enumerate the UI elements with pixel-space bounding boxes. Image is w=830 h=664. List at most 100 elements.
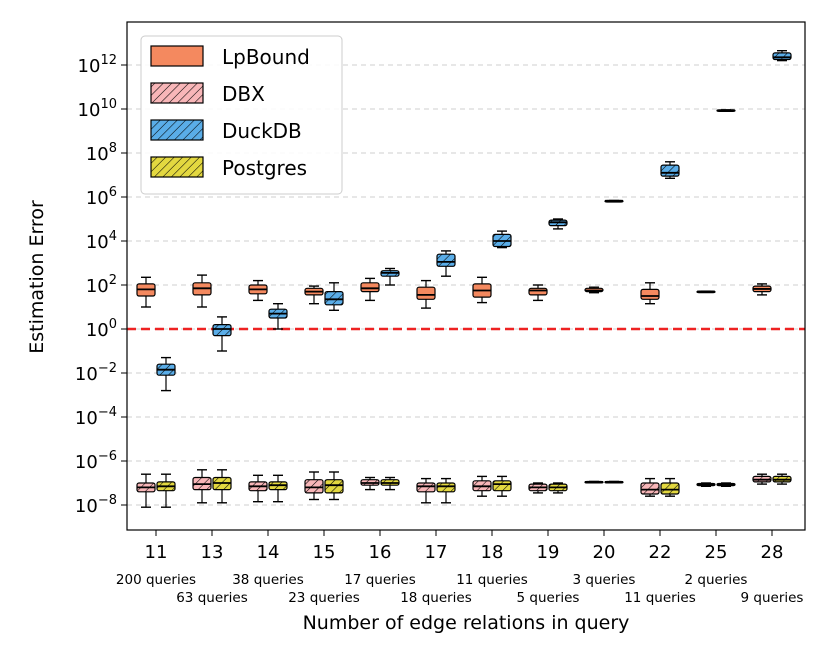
box-postgres-22 bbox=[660, 477, 680, 497]
box-duckdb-11 bbox=[156, 356, 176, 392]
box-body bbox=[528, 287, 548, 296]
box-lpbound-28 bbox=[752, 283, 772, 296]
box-marks bbox=[136, 50, 792, 508]
plot-frame bbox=[126, 21, 806, 531]
y-tick-label: 1010 bbox=[78, 97, 117, 121]
box-postgres-15 bbox=[324, 471, 344, 501]
x-tick-label: 19 bbox=[537, 542, 560, 563]
x-tick-label: 16 bbox=[369, 542, 392, 563]
box-duckdb-22 bbox=[660, 161, 680, 180]
query-count-label: 3 queries bbox=[573, 572, 636, 588]
legend-item-postgres: Postgres bbox=[150, 156, 307, 180]
box-lpbound-22 bbox=[640, 282, 660, 305]
y-tick-label: 102 bbox=[86, 273, 117, 297]
box-duckdb-18 bbox=[492, 230, 512, 249]
legend-label: Postgres bbox=[222, 156, 307, 180]
box-postgres-16 bbox=[380, 476, 400, 491]
box-postgres-11 bbox=[156, 473, 176, 508]
legend: LpBound DBX DuckDB Postgres bbox=[140, 35, 343, 195]
legend-swatch-hatch bbox=[151, 157, 203, 177]
box-hatch bbox=[493, 480, 511, 491]
query-count-label: 23 queries bbox=[288, 590, 360, 606]
x-tick-label: 20 bbox=[593, 542, 616, 563]
box-duckdb-14 bbox=[268, 303, 288, 330]
box-postgres-25 bbox=[716, 482, 736, 487]
box-hatch bbox=[325, 479, 343, 493]
box-hatch bbox=[773, 52, 791, 60]
y-tick-label: 10−4 bbox=[75, 405, 117, 429]
legend-label: DBX bbox=[222, 82, 265, 106]
y-tick-label: 10−6 bbox=[75, 449, 117, 473]
x-tick-label: 13 bbox=[201, 542, 224, 563]
y-tick-label: 106 bbox=[86, 185, 117, 209]
box-body bbox=[416, 286, 436, 300]
box-duckdb-16 bbox=[380, 267, 400, 286]
box-dbx-17 bbox=[416, 477, 436, 504]
box-postgres-18 bbox=[492, 475, 512, 497]
legend-label: LpBound bbox=[222, 45, 310, 69]
x-tick-label: 25 bbox=[705, 542, 728, 563]
box-dbx-19 bbox=[528, 482, 548, 494]
box-dbx-11 bbox=[136, 473, 156, 508]
y-axis-label: Estimation Error bbox=[26, 200, 48, 354]
box-duckdb-19 bbox=[548, 218, 568, 230]
x-axis-label: Number of edge relations in query bbox=[303, 612, 630, 634]
y-tick-label: 10−2 bbox=[75, 361, 117, 385]
box-lpbound-15 bbox=[304, 285, 324, 305]
box-duckdb-17 bbox=[436, 250, 456, 277]
box-hatch bbox=[437, 483, 455, 492]
box-hatch bbox=[661, 483, 679, 494]
box-dbx-14 bbox=[248, 474, 268, 503]
box-lpbound-17 bbox=[416, 279, 436, 309]
box-lpbound-13 bbox=[192, 274, 212, 308]
box-dbx-18 bbox=[472, 475, 492, 497]
box-hatch bbox=[437, 254, 455, 267]
box-dbx-28 bbox=[752, 473, 772, 485]
x-tick-label: 18 bbox=[481, 542, 504, 563]
box-hatch bbox=[641, 483, 659, 494]
box-postgres-13 bbox=[212, 469, 232, 504]
y-tick-label: 10−8 bbox=[75, 493, 117, 517]
query-count-label: 17 queries bbox=[344, 572, 416, 588]
query-count-label: 18 queries bbox=[400, 590, 472, 606]
box-dbx-16 bbox=[360, 476, 380, 491]
box-hatch bbox=[417, 483, 435, 492]
box-dbx-13 bbox=[192, 469, 212, 504]
query-count-label: 63 queries bbox=[176, 590, 248, 606]
query-count-label: 200 queries bbox=[116, 572, 196, 588]
legend-swatch bbox=[150, 45, 204, 67]
box-dbx-22 bbox=[640, 477, 660, 497]
box-postgres-28 bbox=[772, 473, 792, 485]
box-hatch bbox=[213, 324, 231, 336]
x-tick-label: 28 bbox=[761, 542, 784, 563]
box-lpbound-20 bbox=[584, 286, 604, 294]
query-count-label: 2 queries bbox=[685, 572, 748, 588]
box-lpbound-11 bbox=[136, 276, 156, 308]
box-duckdb-20 bbox=[604, 199, 624, 203]
box-hatch bbox=[661, 165, 679, 177]
x-tick-label: 11 bbox=[145, 542, 168, 563]
box-lpbound-18 bbox=[472, 276, 492, 304]
legend-frame bbox=[140, 35, 343, 195]
box-duckdb-13 bbox=[212, 316, 232, 352]
query-count-label: 38 queries bbox=[232, 572, 304, 588]
query-count-label: 11 queries bbox=[456, 572, 528, 588]
y-tick-label: 108 bbox=[86, 141, 117, 165]
box-dbx-25 bbox=[696, 482, 716, 487]
legend-swatch-hatch bbox=[151, 120, 203, 140]
query-count-label: 9 queries bbox=[741, 590, 804, 606]
box-lpbound-25 bbox=[696, 290, 716, 294]
legend-swatch-hatch bbox=[151, 83, 203, 103]
legend-label: DuckDB bbox=[222, 119, 302, 143]
x-tick-label: 22 bbox=[649, 542, 672, 563]
y-tick-label: 1012 bbox=[78, 53, 117, 77]
box-hatch bbox=[325, 291, 343, 305]
x-tick-label: 15 bbox=[313, 542, 336, 563]
box-duckdb-25 bbox=[716, 109, 736, 112]
y-tick-label: 100 bbox=[86, 317, 117, 341]
query-count-label: 11 queries bbox=[624, 590, 696, 606]
box-postgres-20 bbox=[604, 480, 624, 484]
x-tick-label: 17 bbox=[425, 542, 448, 563]
box-dbx-15 bbox=[304, 471, 324, 501]
